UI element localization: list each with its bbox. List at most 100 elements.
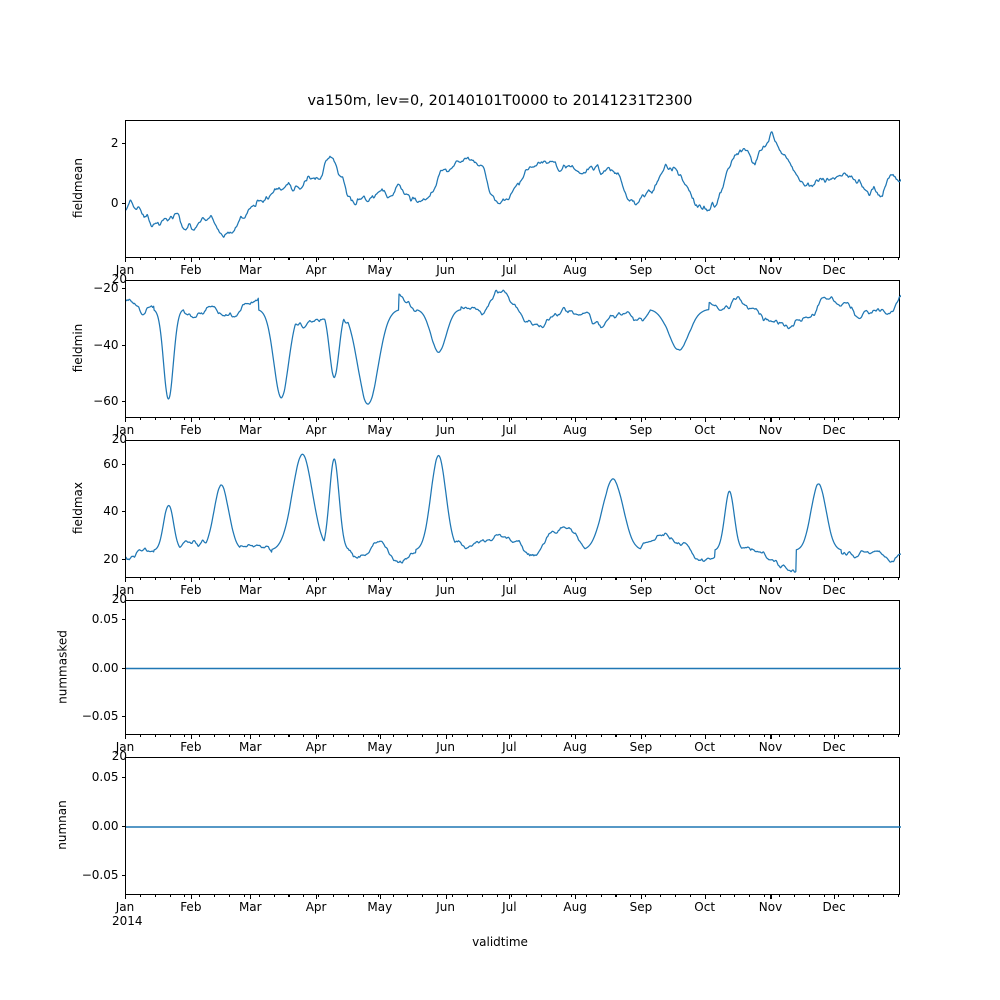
x-tick-label-jan: Jan: [115, 582, 135, 597]
x-tick-minor: [377, 418, 379, 420]
x-tick-label-apr: Apr: [305, 582, 327, 597]
x-tick-minor: [897, 735, 899, 737]
y-tick-mark: [121, 288, 125, 290]
x-tick-minor: [556, 258, 558, 260]
x-tick-minor: [645, 418, 647, 420]
x-tick-minor: [392, 578, 394, 580]
x-tick-minor: [437, 418, 439, 420]
x-tick-label-oct: Oct: [694, 422, 716, 437]
x-tick-minor: [645, 895, 647, 897]
x-tick-minor: [347, 258, 349, 260]
x-tick-minor: [764, 418, 766, 420]
x-tick-minor: [823, 895, 825, 897]
x-tick-minor: [392, 258, 394, 260]
x-tick-minor: [541, 258, 543, 260]
x-tick-major: [250, 578, 252, 582]
y-tick-label: 0: [110, 195, 119, 210]
x-tick-minor: [466, 258, 468, 260]
x-tick-minor: [243, 735, 245, 737]
x-tick-minor: [823, 578, 825, 580]
x-tick-minor: [600, 418, 602, 420]
y-tick-label: 60: [103, 456, 119, 471]
x-tick-label-nov: Nov: [758, 262, 783, 277]
x-tick-minor: [541, 578, 543, 580]
x-tick-minor: [823, 418, 825, 420]
x-tick-minor: [897, 895, 899, 897]
x-tick-minor: [318, 418, 320, 420]
x-tick-minor: [496, 895, 498, 897]
x-tick-minor: [258, 735, 260, 737]
x-tick-minor: [615, 418, 617, 420]
x-tick-minor: [139, 418, 141, 420]
y-tick-label: 0.00: [91, 819, 119, 833]
clipped-tick-artifact: 20: [111, 432, 127, 446]
x-tick-label-jan: Jan: [115, 739, 135, 754]
x-tick-major: [640, 895, 642, 899]
x-tick-minor: [734, 895, 736, 897]
y-axis-label-fieldmean: fieldmean: [71, 158, 85, 218]
x-tick-label-jun: Jun: [436, 739, 455, 754]
x-tick-label-mar: Mar: [238, 422, 262, 437]
x-tick-minor: [243, 578, 245, 580]
x-tick-major: [640, 578, 642, 582]
x-tick-minor: [199, 895, 201, 897]
x-tick-minor: [526, 258, 528, 260]
x-tick-minor: [451, 735, 454, 737]
x-tick-minor: [556, 735, 558, 737]
x-tick-minor: [689, 735, 691, 737]
series-path: [126, 289, 901, 405]
x-tick-minor: [154, 258, 156, 260]
x-tick-minor: [585, 418, 587, 420]
x-tick-minor: [451, 578, 454, 580]
x-tick-major: [379, 418, 381, 422]
x-tick-minor: [793, 895, 795, 897]
x-tick-major: [704, 258, 706, 262]
x-tick-minor: [808, 258, 810, 260]
x-tick-minor: [778, 578, 781, 580]
x-tick-label-nov: Nov: [758, 422, 783, 437]
x-tick-minor: [481, 578, 483, 580]
y-axis-label-fieldmin: fieldmin: [71, 323, 85, 373]
x-tick-minor: [511, 418, 513, 420]
x-tick-minor: [243, 895, 245, 897]
x-tick-minor: [451, 258, 454, 260]
x-tick-label-may: May: [367, 582, 393, 597]
x-tick-label-aug: Aug: [563, 582, 587, 597]
x-tick-major: [704, 895, 706, 899]
x-tick-minor: [660, 418, 662, 420]
x-tick-minor: [318, 735, 320, 737]
x-tick-major: [704, 418, 706, 422]
x-tick-minor: [541, 895, 543, 897]
x-tick-minor: [466, 735, 468, 737]
x-tick-minor: [570, 258, 572, 260]
x-tick-major: [316, 735, 318, 739]
x-tick-major: [509, 418, 511, 422]
x-tick-major: [316, 258, 318, 262]
x-tick-major: [190, 895, 192, 899]
x-tick-minor: [243, 258, 245, 260]
x-tick-minor: [362, 418, 364, 420]
x-tick-minor: [778, 735, 781, 737]
x-tick-minor: [838, 258, 840, 260]
x-tick-minor: [630, 735, 632, 737]
x-tick-minor: [600, 578, 602, 580]
x-tick-minor: [229, 895, 231, 897]
x-tick-major: [770, 895, 772, 899]
x-tick-minor: [139, 578, 141, 580]
x-tick-minor: [808, 895, 810, 897]
x-tick-label-jul: Jul: [502, 262, 517, 277]
x-tick-minor: [496, 735, 498, 737]
x-tick-minor: [674, 578, 676, 580]
x-tick-major: [834, 258, 836, 262]
x-tick-major: [575, 418, 577, 422]
x-tick-minor: [793, 578, 795, 580]
x-tick-minor: [764, 578, 766, 580]
x-tick-minor: [793, 258, 795, 260]
x-tick-minor: [496, 578, 498, 580]
y-tick-label: −0.05: [81, 708, 119, 723]
x-tick-major: [125, 895, 127, 899]
x-tick-minor: [897, 418, 899, 420]
x-tick-minor: [734, 418, 736, 420]
x-tick-minor: [526, 895, 528, 897]
y-tick-label: 0.05: [91, 769, 119, 784]
